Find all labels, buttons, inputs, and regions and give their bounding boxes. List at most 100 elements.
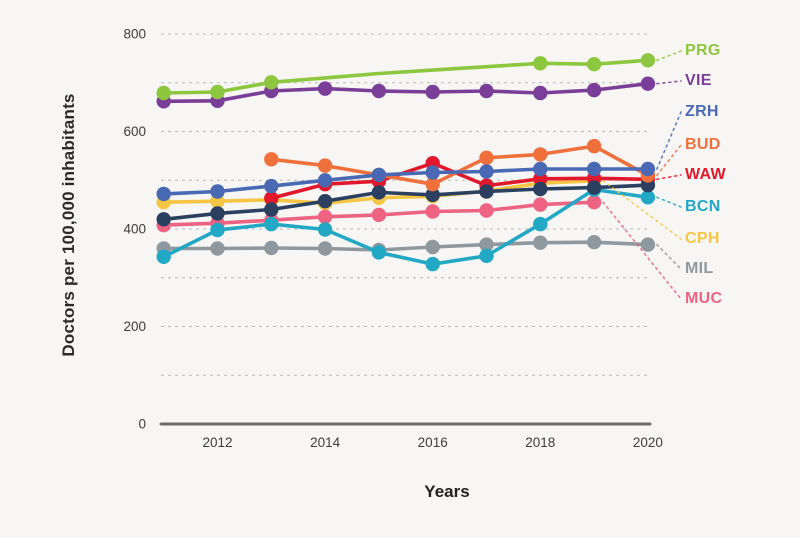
data-point-PRG	[586, 56, 602, 72]
data-point-VIE	[533, 85, 548, 101]
series-line-VIE	[161, 81, 650, 104]
legend-leader-BCN	[656, 196, 682, 208]
legend-leader-BUD	[656, 144, 682, 177]
legend-leader-VIE	[656, 80, 682, 85]
data-point-MIL	[479, 237, 494, 252]
data-point-BCN	[425, 256, 440, 272]
data-point-ZRH	[210, 184, 225, 199]
y-tick-label: 200	[123, 319, 146, 334]
data-point-BCN	[317, 222, 333, 237]
data-point-ZRH	[640, 161, 656, 177]
data-point-ZRH	[586, 161, 602, 177]
data-point-MIL	[210, 241, 225, 256]
data-point-VIE	[371, 83, 387, 99]
data-point-WAW	[264, 191, 279, 206]
series-line-MIL	[161, 240, 650, 252]
y-tick-label: 800	[123, 27, 146, 42]
data-point-ZRH	[317, 173, 333, 188]
x-axis-title: Years	[424, 482, 470, 501]
data-point-PRG	[210, 84, 225, 100]
data-point-BUD	[425, 177, 440, 192]
legend-leader-MUC	[602, 201, 682, 300]
data-point-MUC	[425, 204, 440, 219]
data-point-PRG	[533, 56, 548, 71]
data-point-VIE	[586, 82, 602, 98]
data-point-BCN	[264, 216, 279, 232]
data-point-MUC	[533, 197, 548, 212]
data-point-MIL	[264, 240, 279, 256]
data-point-ZRH	[479, 164, 494, 179]
data-point-navy	[479, 184, 494, 199]
y-axis-title: Doctors per 100,000 inhabitants	[59, 93, 78, 357]
data-point-ZRH	[156, 186, 171, 202]
data-point-PRG	[640, 53, 656, 68]
data-point-ZRH	[371, 167, 387, 183]
data-point-VIE	[640, 76, 656, 91]
legend-leader-WAW	[656, 174, 682, 181]
data-point-MIL	[640, 237, 656, 252]
y-tick-label: 400	[123, 222, 146, 237]
data-point-BCN	[479, 248, 494, 263]
data-point-VIE	[317, 81, 333, 96]
y-tick-label: 600	[123, 124, 146, 139]
data-point-MIL	[425, 239, 440, 255]
data-point-BCN	[371, 245, 387, 260]
data-point-VIE	[425, 84, 440, 100]
data-point-navy	[425, 187, 440, 203]
data-point-BUD	[533, 147, 548, 162]
data-point-MIL	[533, 235, 548, 250]
data-point-navy	[156, 212, 171, 227]
x-tick-label: 2016	[418, 435, 448, 450]
legend-label-VIE: VIE	[685, 72, 712, 89]
data-point-ZRH	[264, 178, 279, 194]
data-point-BCN	[156, 249, 171, 264]
data-point-PRG	[264, 75, 279, 90]
x-tick-label: 2018	[525, 435, 555, 450]
data-point-MUC	[317, 209, 333, 224]
x-tick-label: 2012	[202, 435, 232, 450]
data-point-BCN	[640, 190, 656, 205]
data-point-navy	[317, 194, 333, 209]
data-point-BUD	[586, 138, 602, 154]
data-point-navy	[264, 202, 279, 217]
legend-label-CPH: CPH	[685, 230, 720, 247]
x-tick-label: 2020	[633, 435, 663, 450]
x-tick-label: 2014	[310, 435, 341, 450]
legend-leader-MIL	[656, 243, 682, 270]
legend-label-ZRH: ZRH	[685, 103, 719, 120]
legend-leader-PRG	[656, 50, 682, 62]
data-point-BCN	[533, 216, 548, 232]
legend-label-MIL: MIL	[685, 260, 714, 277]
data-point-navy	[371, 185, 387, 200]
data-point-MUC	[371, 207, 387, 223]
data-point-MUC	[479, 203, 494, 218]
series-line-ZRH	[161, 167, 650, 196]
data-point-MIL	[317, 241, 333, 256]
data-point-BUD	[264, 152, 279, 167]
legend-label-WAW: WAW	[685, 166, 726, 183]
legend-label-MUC: MUC	[685, 290, 723, 307]
data-point-MIL	[586, 235, 602, 250]
data-point-BUD	[479, 150, 494, 165]
series-line-WAW	[269, 161, 650, 201]
series-line-BCN	[161, 187, 650, 266]
data-point-navy	[586, 180, 602, 195]
y-tick-label: 0	[138, 417, 146, 432]
series-line-PRG	[161, 58, 650, 95]
data-point-BCN	[210, 222, 225, 238]
data-point-navy	[210, 206, 225, 221]
series-line-navy	[161, 183, 650, 222]
data-point-ZRH	[533, 161, 548, 177]
data-point-MUC	[586, 195, 602, 210]
legend-label-BCN: BCN	[685, 198, 721, 215]
data-point-PRG	[156, 85, 171, 101]
legend-label-BUD: BUD	[685, 136, 721, 153]
legend-leader-ZRH	[656, 111, 682, 170]
data-point-VIE	[479, 83, 494, 99]
data-point-navy	[533, 181, 548, 197]
legend-label-PRG: PRG	[685, 42, 721, 59]
data-point-BUD	[317, 158, 333, 173]
legend-leader-CPH	[602, 179, 682, 240]
